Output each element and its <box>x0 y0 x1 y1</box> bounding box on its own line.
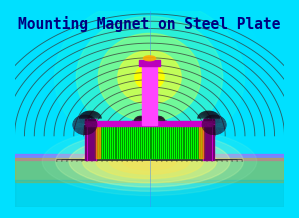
Ellipse shape <box>69 136 230 187</box>
Bar <box>203 119 214 160</box>
Bar <box>199 123 204 158</box>
Bar <box>96 124 203 158</box>
Ellipse shape <box>136 157 163 166</box>
Bar <box>85 121 214 126</box>
Ellipse shape <box>135 65 164 90</box>
Text: Mounting Magnet on Steel Plate: Mounting Magnet on Steel Plate <box>18 16 281 32</box>
Bar <box>15 154 284 160</box>
Bar <box>15 180 284 206</box>
Ellipse shape <box>123 153 176 170</box>
Ellipse shape <box>144 56 155 61</box>
Ellipse shape <box>96 144 203 179</box>
Ellipse shape <box>33 0 266 172</box>
Bar <box>139 60 160 66</box>
Ellipse shape <box>118 51 181 104</box>
Ellipse shape <box>109 149 190 174</box>
Ellipse shape <box>83 140 216 183</box>
Ellipse shape <box>54 0 245 155</box>
Ellipse shape <box>56 131 243 191</box>
Bar <box>85 119 96 160</box>
Ellipse shape <box>98 33 201 121</box>
Ellipse shape <box>42 127 257 196</box>
Bar <box>15 158 284 182</box>
Bar <box>142 64 157 125</box>
Ellipse shape <box>76 16 223 138</box>
Bar <box>95 123 100 158</box>
